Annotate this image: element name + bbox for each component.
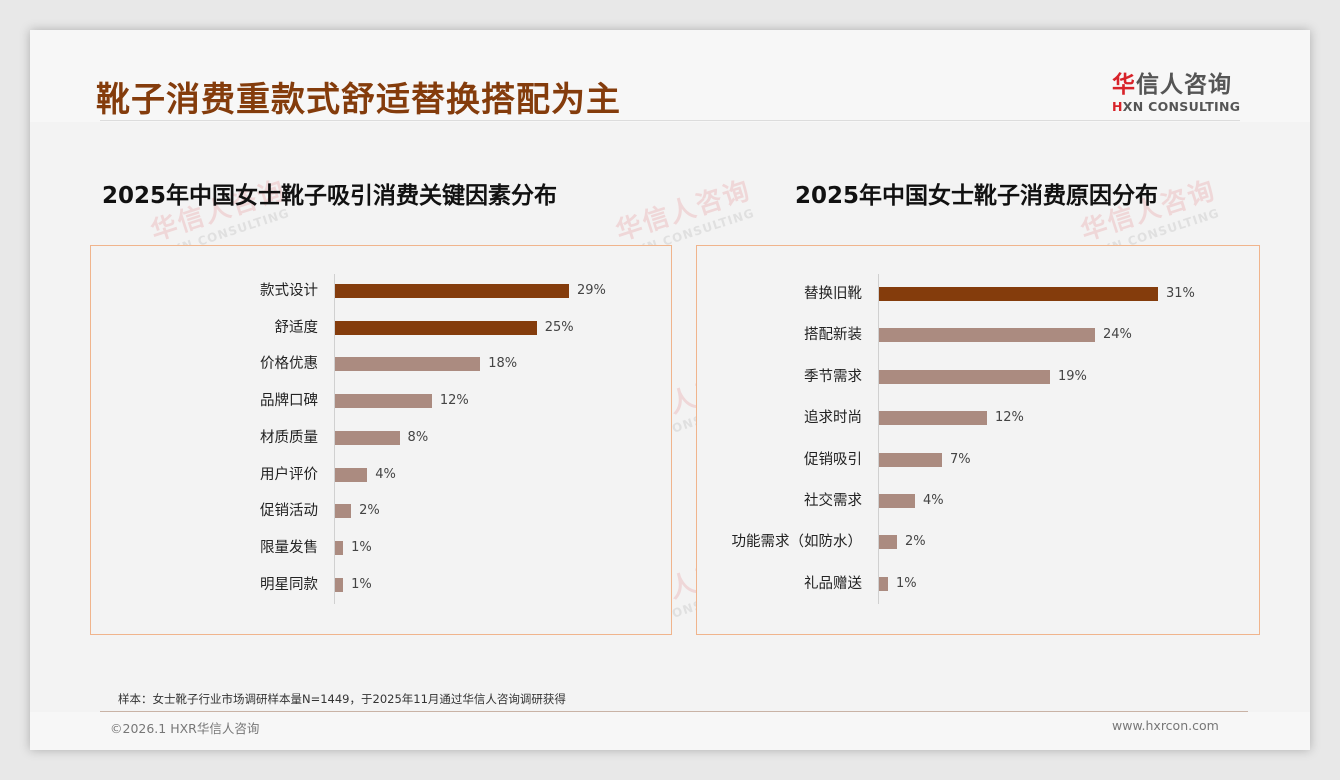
category-label: 促销活动 xyxy=(260,503,318,520)
chart-panel-factors: 款式设计 29% 舒适度 25% 价格优惠 18% 品牌口碑 12% 材质质量 8% 用户评价 4% 促… xyxy=(90,245,672,635)
bar-row: 明星同款 1% xyxy=(91,575,671,595)
category-label: 功能需求（如防水） xyxy=(731,534,863,551)
bar-row: 礼品赠送 1% xyxy=(697,574,1259,594)
bar xyxy=(879,535,897,550)
bar xyxy=(335,467,368,482)
bar xyxy=(879,452,942,467)
logo-cn-text: 信人咨询 xyxy=(1136,72,1232,98)
bar-row: 款式设计 29% xyxy=(91,281,671,301)
bar xyxy=(335,357,481,372)
bar-row: 搭配新装 24% xyxy=(697,325,1259,345)
logo-en-text: XN CONSULTING xyxy=(1122,99,1241,114)
category-label: 追求时尚 xyxy=(804,410,862,427)
logo-accent-char: 华 xyxy=(1112,72,1136,98)
category-label: 材质质量 xyxy=(260,429,318,446)
category-axis xyxy=(334,274,335,604)
value-label: 12% xyxy=(995,410,1024,426)
bar-row: 材质质量 8% xyxy=(91,428,671,448)
slide: 靴子消费重款式舒适替换搭配为主 华信人咨询 HXN CONSULTING 华信人… xyxy=(30,30,1310,750)
bar xyxy=(879,576,888,591)
bar-row: 追求时尚 12% xyxy=(697,408,1259,428)
value-label: 8% xyxy=(407,429,429,445)
title-divider xyxy=(100,120,1240,121)
bar xyxy=(335,577,344,592)
bar xyxy=(879,494,915,508)
logo-cn: 华信人咨询 xyxy=(1112,65,1242,99)
footer-divider xyxy=(100,711,1248,712)
bar xyxy=(879,328,1095,343)
bar-row: 价格优惠 18% xyxy=(91,354,671,374)
chart-title-reasons: 2025年中国女士靴子消费原因分布 xyxy=(795,183,1159,209)
bar-row: 促销吸引 7% xyxy=(697,450,1259,470)
category-label: 礼品赠送 xyxy=(804,575,862,592)
value-label: 12% xyxy=(439,393,469,409)
chart-panel-reasons: 替换旧靴 31% 搭配新装 24% 季节需求 19% 追求时尚 12% 促销吸引 7% 社交需求 4%… xyxy=(696,245,1260,635)
bar-row: 用户评价 4% xyxy=(91,465,671,485)
value-label: 7% xyxy=(950,451,971,467)
value-label: 1% xyxy=(351,576,372,592)
copyright: ©2026.1 HXR华信人咨询 xyxy=(110,721,260,736)
category-label: 促销吸引 xyxy=(804,451,862,468)
bar-row: 季节需求 19% xyxy=(697,367,1259,387)
bar xyxy=(335,394,432,409)
category-label: 替换旧靴 xyxy=(804,286,862,302)
value-label: 18% xyxy=(488,356,518,372)
bar-row: 社交需求 4% xyxy=(697,491,1259,511)
sample-note: 样本：女士靴子行业市场调研样本量N=1449，于2025年11月通过华信人咨询调… xyxy=(118,692,566,706)
bar-row: 促销活动 2% xyxy=(91,501,671,521)
footer-band xyxy=(30,712,1310,750)
bar xyxy=(335,504,352,519)
title-band xyxy=(30,30,1310,122)
category-label: 价格优惠 xyxy=(260,356,318,373)
value-label: 1% xyxy=(351,539,372,555)
bar xyxy=(335,320,537,335)
category-label: 舒适度 xyxy=(274,319,319,336)
value-label: 2% xyxy=(359,503,380,519)
watermark-cn: 华信人咨询 xyxy=(612,175,755,248)
bar xyxy=(879,287,1158,301)
category-label: 社交需求 xyxy=(804,493,862,509)
category-label: 用户评价 xyxy=(260,466,318,483)
category-label: 季节需求 xyxy=(804,368,862,385)
bar xyxy=(879,411,987,426)
page-title: 靴子消费重款式舒适替换搭配为主 xyxy=(96,80,621,120)
website-link[interactable]: www.hxrcon.com xyxy=(1112,718,1219,733)
category-label: 款式设计 xyxy=(260,283,318,299)
value-label: 24% xyxy=(1103,327,1132,343)
bar xyxy=(879,369,1050,384)
value-label: 31% xyxy=(1166,286,1195,301)
value-label: 29% xyxy=(577,283,606,298)
company-logo: 华信人咨询 HXN CONSULTING xyxy=(1112,65,1242,114)
category-axis xyxy=(878,274,879,604)
value-label: 1% xyxy=(896,575,917,591)
value-label: 25% xyxy=(544,319,574,335)
value-label: 19% xyxy=(1058,368,1087,384)
value-label: 4% xyxy=(923,493,944,508)
bar-row: 功能需求（如防水） 2% xyxy=(697,532,1259,552)
bar-row: 限量发售 1% xyxy=(91,538,671,558)
value-label: 2% xyxy=(905,534,926,550)
category-label: 限量发售 xyxy=(260,539,318,556)
chart-title-factors: 2025年中国女士靴子吸引消费关键因素分布 xyxy=(102,183,558,209)
logo-en-accent: H xyxy=(1112,99,1123,114)
bar xyxy=(335,284,570,298)
bar-row: 品牌口碑 12% xyxy=(91,391,671,411)
bar-row: 舒适度 25% xyxy=(91,318,671,338)
bar-row: 替换旧靴 31% xyxy=(697,284,1259,304)
category-label: 搭配新装 xyxy=(804,327,862,344)
bar xyxy=(335,540,344,555)
category-label: 明星同款 xyxy=(260,576,318,593)
bar xyxy=(335,430,400,445)
category-label: 品牌口碑 xyxy=(260,393,318,410)
value-label: 4% xyxy=(375,466,396,482)
logo-en: HXN CONSULTING xyxy=(1112,99,1242,114)
